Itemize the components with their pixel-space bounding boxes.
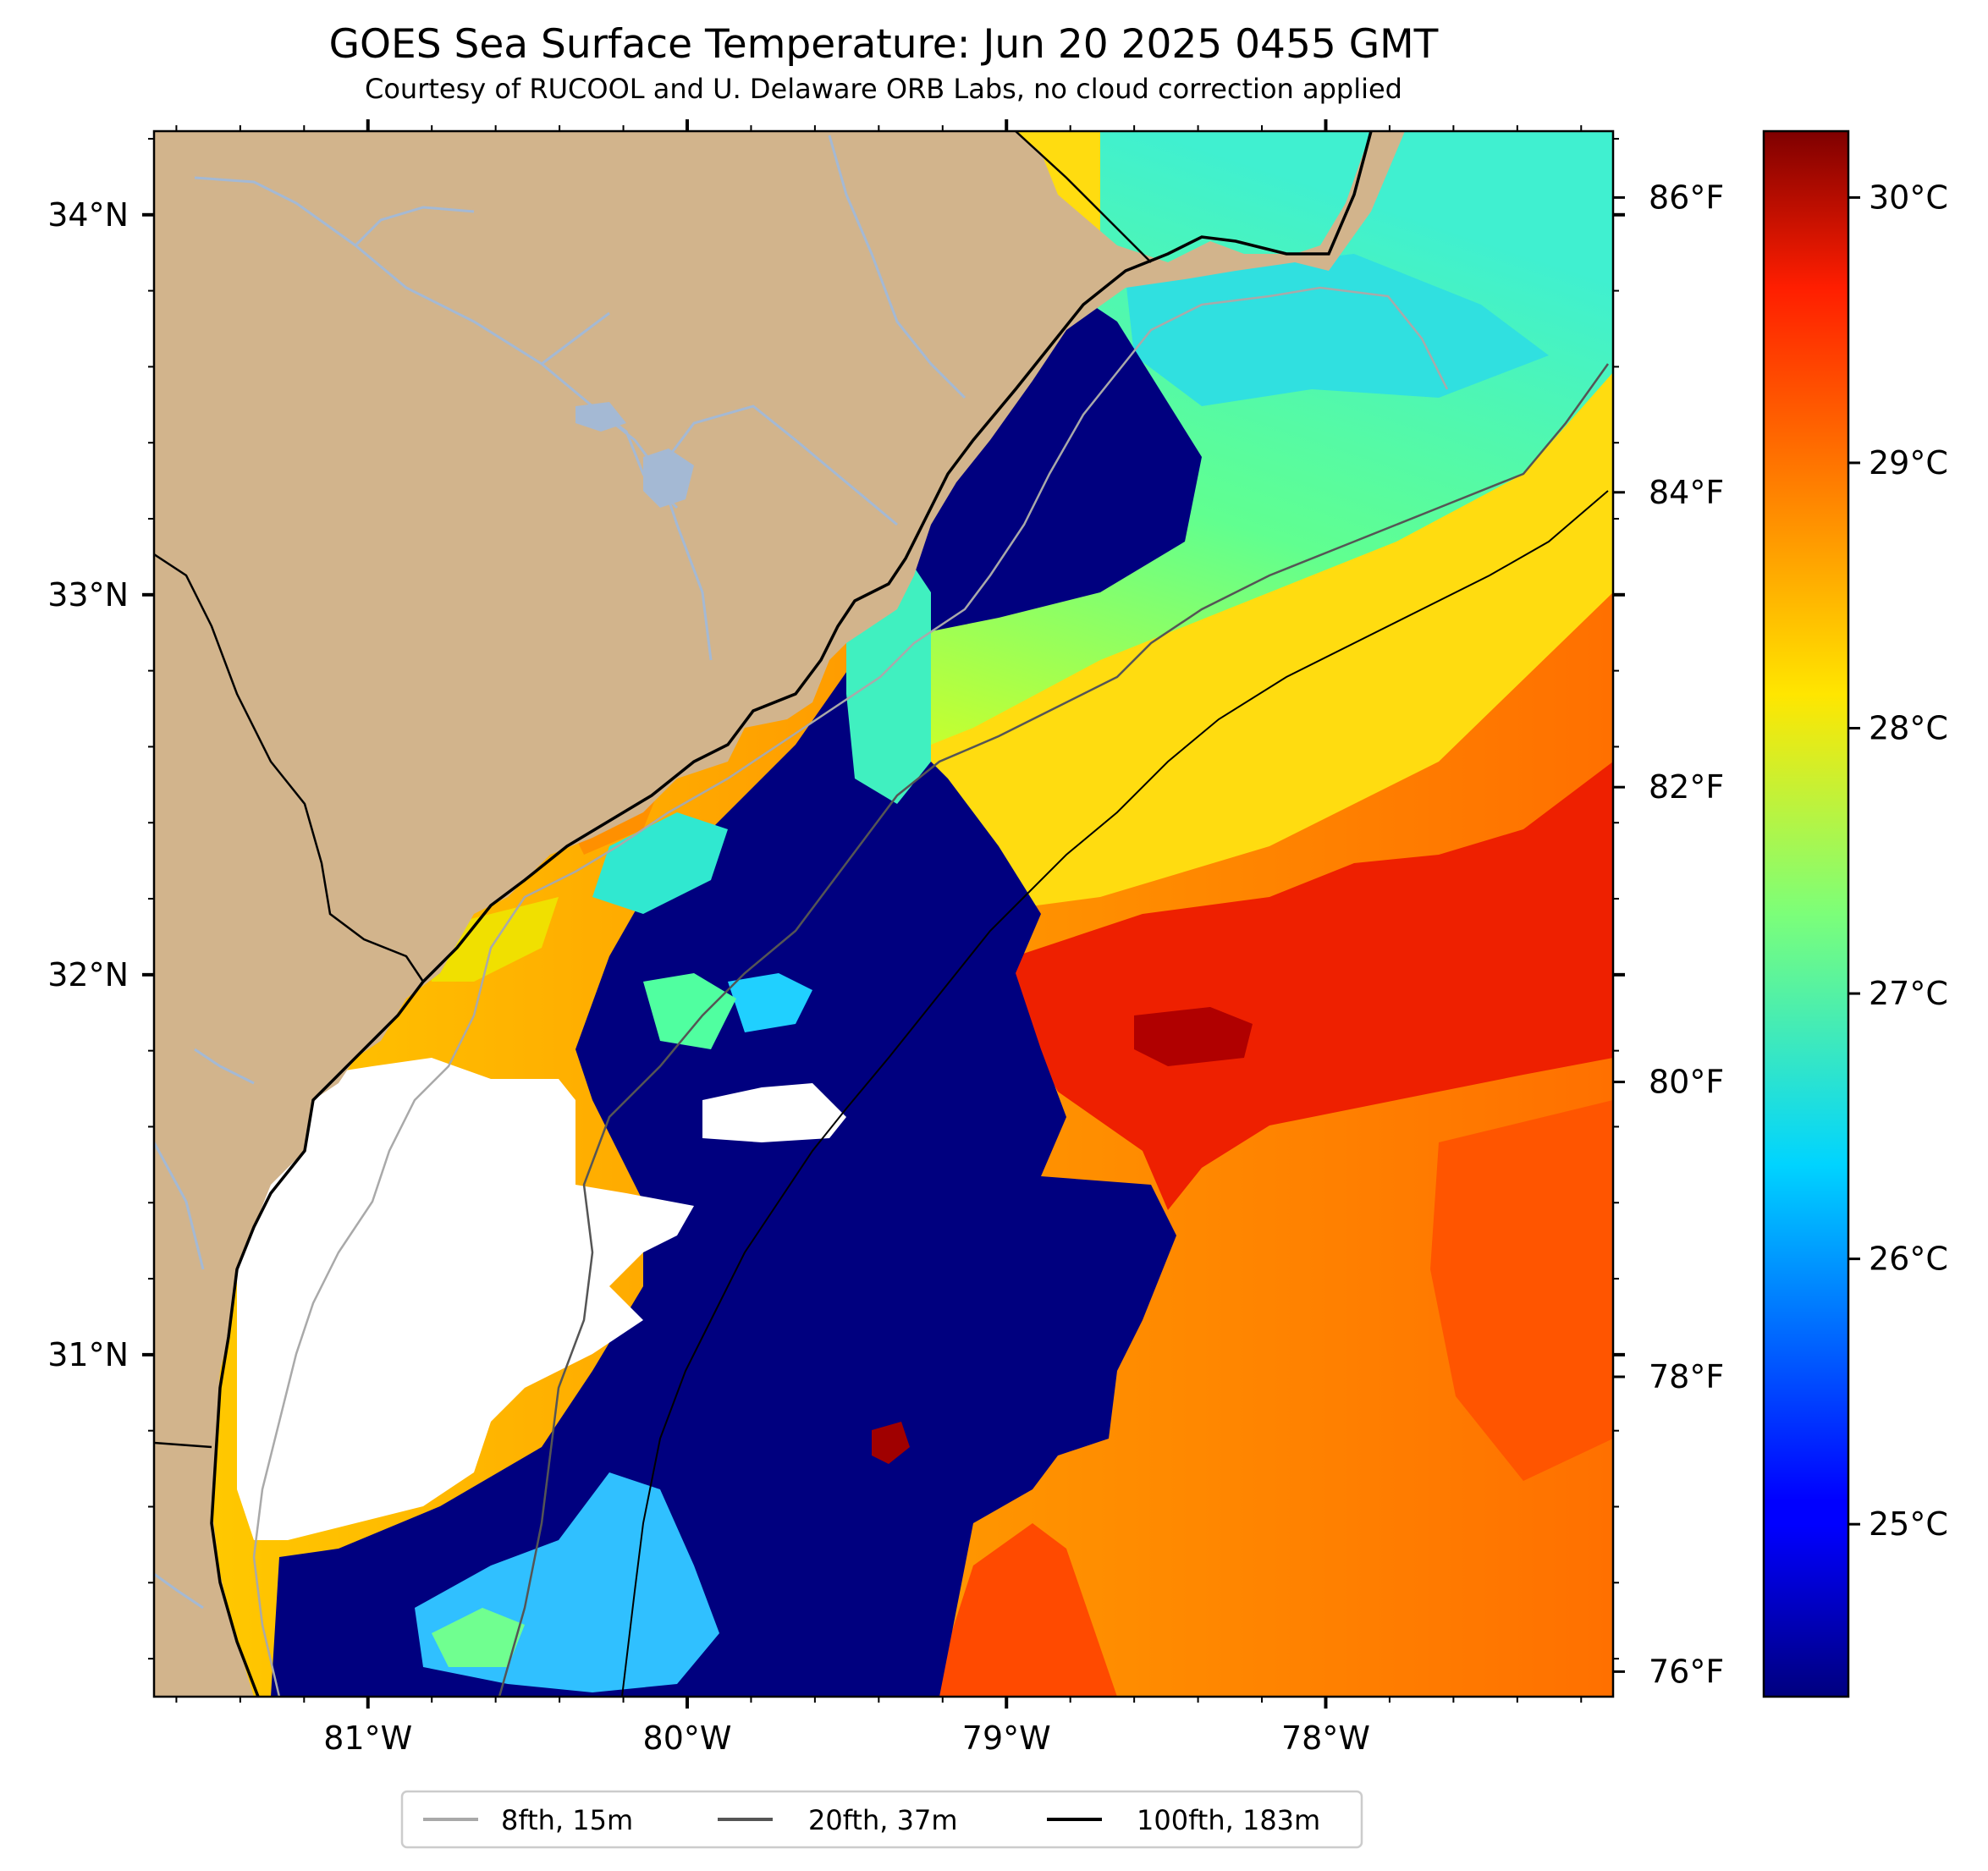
fahrenheit-tick-label: 78°F xyxy=(1649,1358,1724,1395)
north-cyan-strip xyxy=(1126,254,1549,406)
celsius-tick-label: 27°C xyxy=(1869,975,1948,1012)
land-area xyxy=(154,131,1405,1697)
cloud-mask-large xyxy=(237,1058,694,1540)
lake-moultrie xyxy=(575,402,626,432)
fahrenheit-tick-label: 82°F xyxy=(1649,768,1724,806)
lat-tick-label: 33°N xyxy=(47,576,129,614)
contour-20fth xyxy=(498,363,1610,1697)
minor-ticks xyxy=(148,125,1619,1703)
fahrenheit-tick-label: 76°F xyxy=(1649,1653,1724,1690)
celsius-tick-label: 30°C xyxy=(1869,179,1948,216)
coastline xyxy=(210,131,1373,1697)
cyan-patch-2 xyxy=(728,973,812,1032)
small-hot-spot xyxy=(872,1422,910,1464)
cloud-mask-small xyxy=(702,1083,846,1142)
latitude-axis: 34°N 33°N 32°N 31°N xyxy=(47,196,1625,1373)
contour-100fth xyxy=(621,490,1609,1697)
lat-tick-label: 31°N xyxy=(47,1336,129,1373)
celsius-tick-label: 28°C xyxy=(1869,710,1948,747)
hot-darkred-core xyxy=(1134,1007,1253,1066)
fahrenheit-tick-label: 86°F xyxy=(1649,179,1724,216)
south-green-patch xyxy=(432,1608,525,1667)
rivers xyxy=(154,135,966,1610)
map-title: GOES Sea Surface Temperature: Jun 20 202… xyxy=(329,21,1439,68)
colorbar xyxy=(1762,129,1850,1698)
east-red-region xyxy=(1430,1100,1613,1481)
celsius-axis: 25°C 26°C 27°C 28°C 29°C 30°C xyxy=(1848,179,1948,1543)
lon-tick-label: 78°W xyxy=(1281,1720,1370,1757)
longitude-axis: 81°W 80°W 79°W 78°W xyxy=(323,119,1370,1757)
legend-box xyxy=(400,1790,1363,1849)
contour-8fth xyxy=(252,286,1449,1697)
lon-tick-label: 79°W xyxy=(962,1720,1051,1757)
cold-shelf-water xyxy=(271,245,1202,1697)
lon-tick-label: 80°W xyxy=(643,1720,732,1757)
celsius-tick-label: 29°C xyxy=(1869,444,1948,482)
celsius-tick-label: 26°C xyxy=(1869,1241,1948,1278)
lon-tick-label: 81°W xyxy=(323,1720,412,1757)
contour-legend: 8fth, 15m 20fth, 37m 100fth, 183m xyxy=(400,1790,1363,1849)
state-borders xyxy=(154,131,1152,1449)
south-red-region xyxy=(931,1523,1117,1697)
lat-tick-label: 32°N xyxy=(47,956,129,993)
legend-label-8fth: 8fth, 15m xyxy=(501,1804,633,1836)
hot-red-patch xyxy=(1016,762,1613,1210)
cyan-patch-3 xyxy=(592,812,728,914)
fahrenheit-axis: 76°F 78°F 80°F 82°F 84°F 86°F xyxy=(1613,179,1724,1690)
lake-marion xyxy=(643,448,694,508)
map-subtitle: Courtesy of RUCOOL and U. Delaware ORB L… xyxy=(365,73,1402,105)
legend-label-20fth: 20fth, 37m xyxy=(808,1804,957,1836)
fahrenheit-tick-label: 84°F xyxy=(1649,474,1724,511)
cyan-patch-4 xyxy=(643,973,736,1049)
legend-label-100fth: 100fth, 183m xyxy=(1137,1804,1320,1836)
map-plot-area xyxy=(154,131,1613,1697)
yellow-nearshore-patch xyxy=(423,897,559,982)
map-frame xyxy=(152,129,1615,1698)
lat-tick-label: 34°N xyxy=(47,196,129,234)
celsius-tick-label: 25°C xyxy=(1869,1505,1948,1543)
fahrenheit-tick-label: 80°F xyxy=(1649,1064,1724,1101)
